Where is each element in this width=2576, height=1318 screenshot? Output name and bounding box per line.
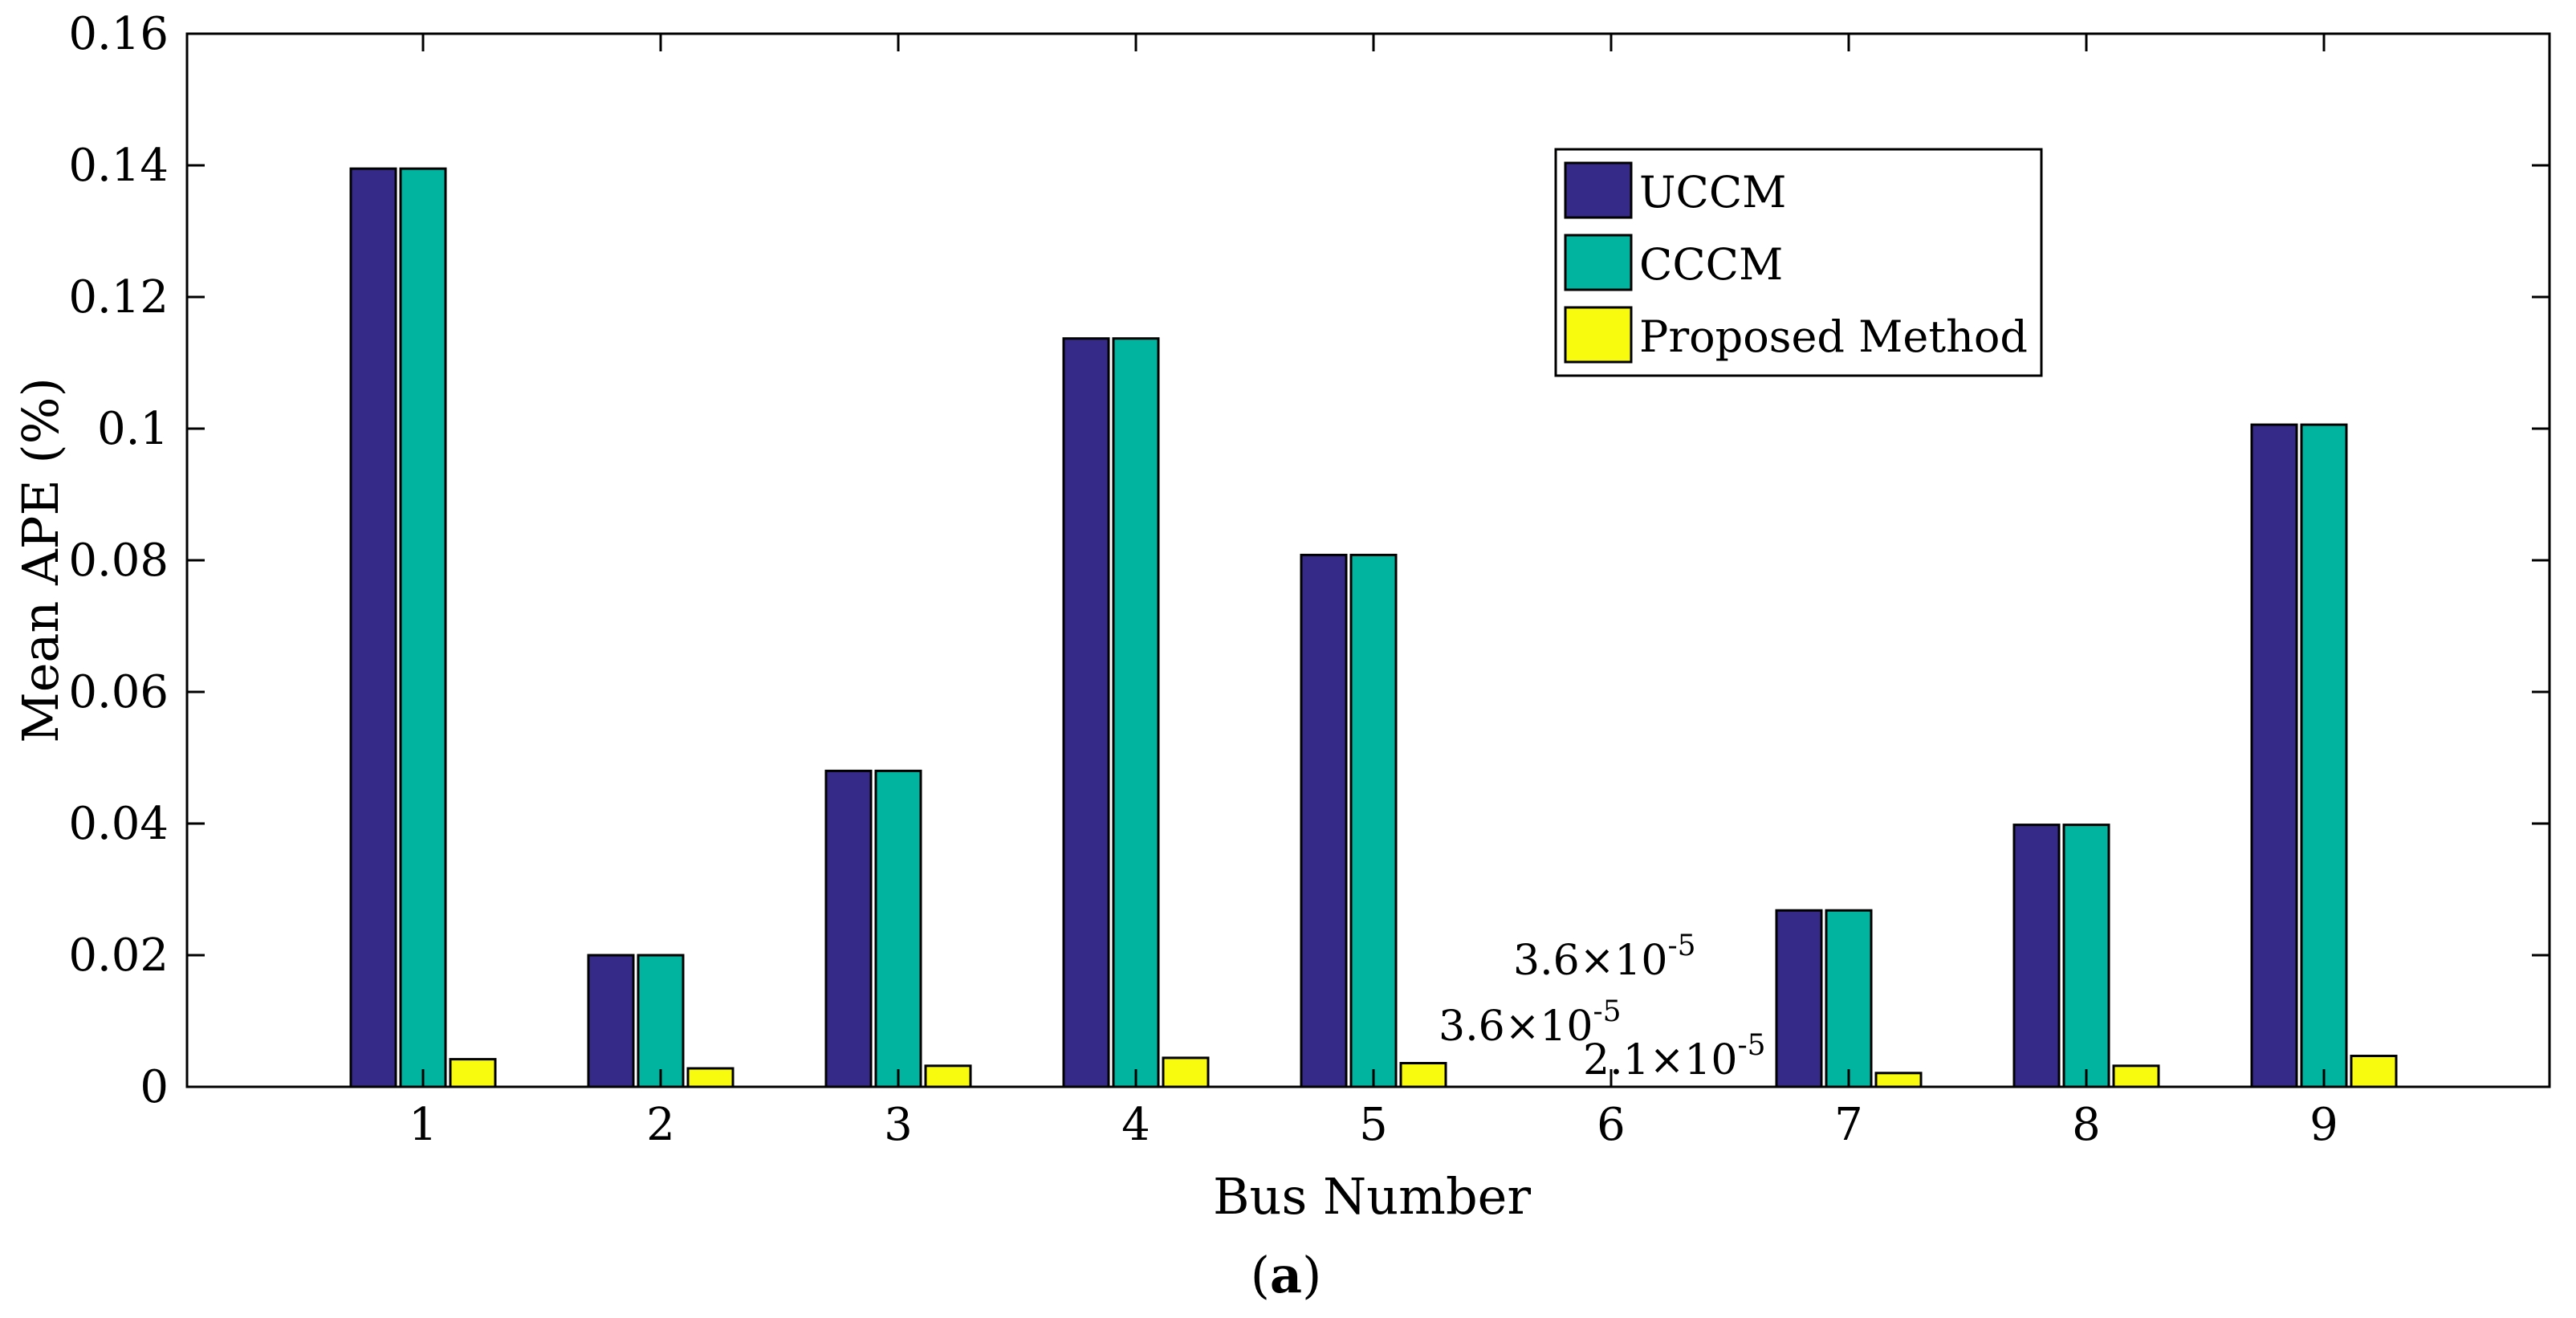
bar-uccm-bus-7 xyxy=(1775,909,1823,1088)
bar-cccm-bus-4 xyxy=(1112,337,1160,1088)
y-tick-label: 0.16 xyxy=(68,8,169,60)
caption-open-paren: ( xyxy=(1251,1246,1270,1304)
caption-letter: a xyxy=(1270,1246,1302,1304)
bar-proposed-method-bus-7 xyxy=(1874,1072,1923,1088)
y-axis-title: Mean APE (%) xyxy=(11,377,70,743)
x-tick-label: 2 xyxy=(646,1099,675,1151)
bar-proposed-method-bus-3 xyxy=(924,1064,972,1088)
x-axis: 1 2 3 4 5 6 7 8 9 xyxy=(409,34,2338,1151)
annotation-uccm-bus6: 3.6×10-5 xyxy=(1513,930,1696,985)
legend-swatch-uccm xyxy=(1564,161,1633,219)
bar-proposed-method-bus-9 xyxy=(2350,1055,2398,1088)
bar-cccm-bus-5 xyxy=(1349,553,1398,1088)
x-tick-label: 6 xyxy=(1597,1099,1626,1151)
y-tick-label: 0 xyxy=(140,1061,169,1113)
x-tick-label: 3 xyxy=(884,1099,913,1151)
bar-proposed-method-bus-5 xyxy=(1399,1062,1447,1088)
y-tick-label: 0.08 xyxy=(68,535,169,587)
bar-proposed-method-bus-4 xyxy=(1162,1056,1210,1088)
bar-uccm-bus-3 xyxy=(824,769,873,1088)
legend-box xyxy=(1554,148,2043,377)
y-axis: 0 0.02 0.04 0.06 0.08 0.1 0.12 0.14 0.16 xyxy=(68,8,2550,1113)
bar-uccm-bus-4 xyxy=(1062,337,1110,1088)
caption-close-paren: ) xyxy=(1302,1246,1321,1304)
legend-swatch-proposed xyxy=(1564,306,1633,364)
legend: UCCM CCCM Proposed Method xyxy=(1554,148,2043,377)
x-tick-label: 8 xyxy=(2072,1099,2101,1151)
bar-uccm-bus-8 xyxy=(2012,824,2061,1088)
figure-caption: (a) xyxy=(1251,1246,1322,1304)
y-tick-label: 0.1 xyxy=(97,403,169,455)
x-tick-label: 7 xyxy=(1834,1099,1863,1151)
bar-cccm-bus-8 xyxy=(2062,824,2110,1088)
legend-label-cccm: CCCM xyxy=(1639,239,1783,290)
legend-label-uccm: UCCM xyxy=(1639,167,1786,218)
y-tick-label: 0.02 xyxy=(68,930,169,982)
x-tick-label: 1 xyxy=(409,1099,437,1151)
bar-proposed-method-bus-2 xyxy=(686,1067,735,1088)
x-tick-label: 5 xyxy=(1359,1099,1388,1151)
bar-proposed-method-bus-1 xyxy=(449,1058,497,1088)
y-tick-label: 0.12 xyxy=(68,271,169,323)
x-tick-label: 4 xyxy=(1121,1099,1150,1151)
bar-uccm-bus-2 xyxy=(587,954,635,1088)
bar-cccm-bus-9 xyxy=(2300,423,2348,1088)
bar-cccm-bus-3 xyxy=(874,769,922,1088)
x-tick-label: 9 xyxy=(2309,1099,2338,1151)
x-axis-title: Bus Number xyxy=(1213,1167,1531,1226)
y-tick-label: 0.04 xyxy=(68,798,169,850)
y-tick-label: 0.06 xyxy=(68,666,169,718)
bar-uccm-bus-9 xyxy=(2250,423,2298,1088)
legend-swatch-cccm xyxy=(1564,234,1633,291)
legend-label-proposed: Proposed Method xyxy=(1639,311,2028,362)
bar-uccm-bus-5 xyxy=(1300,553,1348,1088)
y-tick-label: 0.14 xyxy=(68,140,169,192)
bar-cccm-bus-2 xyxy=(637,954,685,1088)
bar-uccm-bus-1 xyxy=(349,167,397,1088)
bar-group xyxy=(349,167,2398,1088)
bar-cccm-bus-7 xyxy=(1825,909,1873,1088)
annotation-cccm-bus6: 3.6×10-5 xyxy=(1439,995,1622,1051)
bar-cccm-bus-1 xyxy=(399,167,447,1088)
bar-proposed-method-bus-8 xyxy=(2112,1064,2160,1088)
annotation-proposed-bus6: 2.1×10-5 xyxy=(1583,1029,1766,1084)
annotations: 3.6×10-5 3.6×10-5 2.1×10-5 xyxy=(1439,930,1766,1084)
